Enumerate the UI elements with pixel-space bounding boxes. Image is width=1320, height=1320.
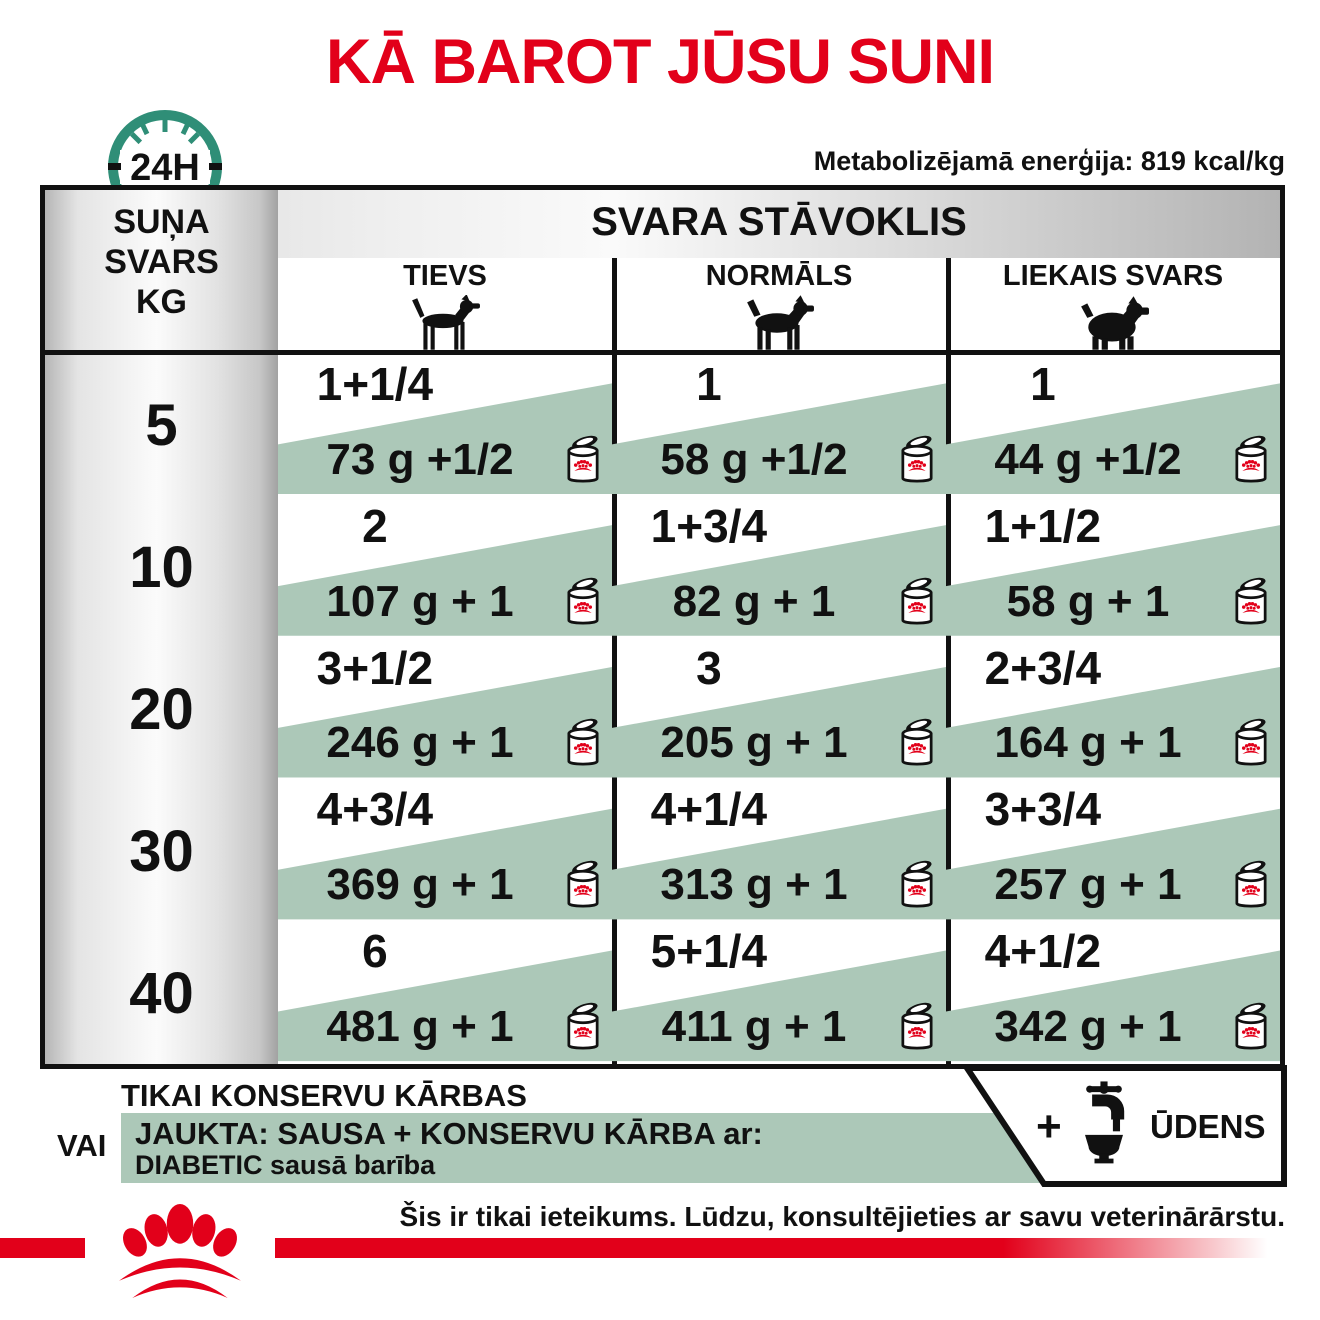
crown-paw-icon	[119, 1203, 241, 1299]
feeding-cell: 3 205 g + 1	[612, 639, 946, 781]
cans-only-amount: 1	[1030, 358, 1056, 410]
can-icon	[1235, 435, 1267, 483]
cans-only-amount: 4+1/4	[650, 783, 768, 836]
weight-column-header: SUŅA SVARS KG	[104, 203, 219, 321]
weight-column-background	[45, 190, 278, 1064]
feeding-cell: 3+3/4 257 g + 1	[946, 780, 1280, 922]
feeding-cell: 1 58 g +1/2	[612, 355, 946, 497]
cans-only-amount: 5+1/4	[650, 925, 768, 978]
cans-only-amount: 3+3/4	[984, 783, 1102, 836]
cans-only-amount: 2	[362, 499, 388, 552]
cans-only-amount: 3+1/2	[316, 641, 434, 694]
feeding-table: SUŅA SVARS KG SVARA STĀVOKLIS TIEVS NORM…	[40, 185, 1285, 1069]
energy-note: Metabolizējamā enerģija: 819 kcal/kg	[813, 146, 1285, 176]
thin-dog-icon	[412, 294, 480, 350]
disclaimer: Šis ir tikai ieteikums. Lūdzu, konsultēj…	[399, 1201, 1285, 1232]
can-icon	[901, 1002, 933, 1050]
feeding-cell: 1 44 g +1/2	[946, 355, 1280, 497]
weight-value: 5	[145, 393, 178, 459]
can-icon	[901, 435, 933, 483]
legend-cans-only: TIKAI KONSERVU KĀRBAS	[121, 1078, 527, 1113]
mixed-amount: 257 g + 1	[994, 860, 1182, 910]
feeding-cell: 1+3/4 82 g + 1	[612, 497, 946, 639]
can-icon	[901, 577, 933, 625]
mixed-amount: 205 g + 1	[660, 718, 848, 768]
can-icon	[901, 860, 933, 908]
legend-mixed-band: JAUKTA: SAUSA + KONSERVU KĀRBA ar: DIABE…	[121, 1113, 1061, 1183]
normal-dog-icon	[747, 295, 814, 350]
mixed-amount: 73 g +1/2	[326, 434, 514, 484]
plus-sign: +	[1036, 1102, 1062, 1151]
legend-mixed-title: JAUKTA: SAUSA + KONSERVU KĀRBA ar:	[135, 1116, 763, 1151]
mixed-amount: 313 g + 1	[660, 860, 848, 910]
water-tap-icon	[1085, 1081, 1125, 1164]
mixed-amount: 164 g + 1	[994, 718, 1182, 768]
feeding-cell: 2 107 g + 1	[278, 497, 612, 639]
can-icon	[567, 719, 599, 766]
column-label: NORMĀLS	[705, 260, 853, 292]
royal-canin-logo	[85, 1196, 275, 1312]
mixed-amount: 58 g +1/2	[660, 434, 848, 484]
cans-only-amount: 6	[362, 925, 388, 978]
page-title: KĀ BAROT JŪSU SUNI	[325, 27, 995, 97]
cans-only-amount: 3	[696, 641, 722, 694]
weight-value: 30	[129, 818, 194, 884]
cans-only-amount: 1	[696, 358, 722, 410]
cans-only-amount: 1+1/4	[316, 358, 434, 410]
overweight-dog-icon	[1081, 296, 1149, 350]
column-divider	[612, 258, 617, 1064]
feeding-cell: 4+1/4 313 g + 1	[612, 780, 946, 922]
status-header: SVARA STĀVOKLIS	[591, 200, 967, 244]
can-icon	[1235, 719, 1267, 766]
can-icon	[1235, 1002, 1267, 1050]
red-brand-bar	[0, 1238, 1320, 1258]
feeding-cell: 2+3/4 164 g + 1	[946, 639, 1280, 781]
mixed-amount: 44 g +1/2	[994, 434, 1182, 484]
feeding-cell: 1+1/2 58 g + 1	[946, 497, 1280, 639]
column-divider	[946, 258, 951, 1064]
can-icon	[1235, 577, 1267, 625]
can-icon	[567, 1002, 599, 1050]
mixed-amount: 369 g + 1	[326, 860, 514, 910]
mixed-amount: 246 g + 1	[326, 718, 514, 768]
column-label: LIEKAIS SVARS	[1002, 260, 1224, 292]
cans-only-amount: 4+1/2	[984, 925, 1102, 978]
legend-or: VAI	[57, 1128, 107, 1163]
cans-only-amount: 2+3/4	[984, 641, 1102, 694]
mixed-amount: 107 g + 1	[326, 576, 514, 626]
mixed-amount: 481 g + 1	[326, 1001, 514, 1051]
column-header-normal: NORMĀLS	[612, 260, 946, 358]
mixed-amount: 411 g + 1	[661, 1001, 847, 1051]
feeding-cell: 4+3/4 369 g + 1	[278, 780, 612, 922]
feeding-cell: 3+1/2 246 g + 1	[278, 639, 612, 781]
can-icon	[901, 719, 933, 766]
can-icon	[567, 435, 599, 483]
column-header-overweight: LIEKAIS SVARS	[946, 260, 1280, 358]
cans-only-amount: 4+3/4	[316, 783, 434, 836]
water-label: ŪDENS	[1150, 1108, 1266, 1145]
weight-value: 40	[129, 960, 194, 1026]
feeding-cell: 1+1/4 73 g +1/2	[278, 355, 612, 497]
can-icon	[567, 577, 599, 625]
cans-only-amount: 1+3/4	[650, 499, 768, 552]
header-underline	[45, 350, 1280, 355]
mixed-amount: 342 g + 1	[994, 1001, 1182, 1051]
feeding-cell: 4+1/2 342 g + 1	[946, 922, 1280, 1064]
column-label: TIEVS	[403, 260, 487, 292]
weight-value: 10	[129, 535, 194, 601]
mixed-amount: 82 g + 1	[672, 576, 836, 626]
can-icon	[1235, 860, 1267, 908]
24h-clock-label: 24H	[130, 147, 200, 189]
cans-only-amount: 1+1/2	[984, 499, 1102, 552]
mixed-amount: 58 g + 1	[1006, 576, 1170, 626]
can-icon	[567, 860, 599, 908]
weight-value: 20	[129, 676, 194, 742]
column-header-thin: TIEVS	[278, 260, 612, 358]
feeding-cell: 6 481 g + 1	[278, 922, 612, 1064]
feeding-cell: 5+1/4 411 g + 1	[612, 922, 946, 1064]
legend-mixed-sub: DIABETIC sausā barība	[135, 1150, 436, 1180]
